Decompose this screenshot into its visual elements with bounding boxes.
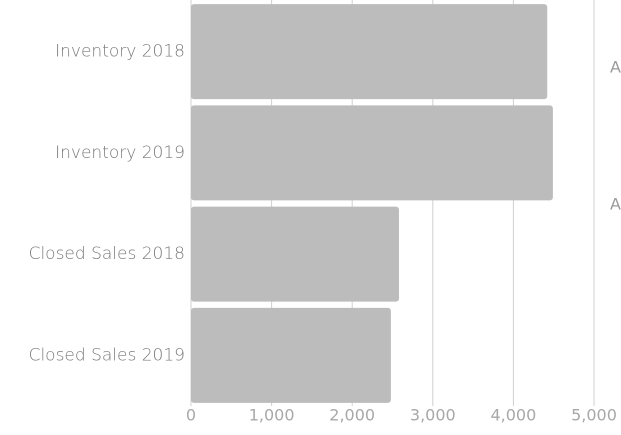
- x-tick-label: 3,000: [410, 406, 456, 425]
- bar: [191, 4, 548, 100]
- bar: [191, 307, 391, 403]
- y-tick-label: Inventory 2018: [55, 42, 185, 62]
- annotation: A: [610, 195, 621, 214]
- y-tick-label: Closed Sales 2019: [29, 345, 185, 365]
- x-tick-label: 1,000: [249, 406, 295, 425]
- y-tick-label: Inventory 2019: [55, 143, 185, 163]
- bar: [191, 105, 553, 201]
- bar: [191, 206, 399, 302]
- x-tick-label: 0: [186, 406, 196, 425]
- x-tick-label: 4,000: [490, 406, 536, 425]
- annotation: A: [610, 58, 621, 77]
- y-tick-label: Closed Sales 2018: [29, 244, 185, 264]
- x-tick-label: 5,000: [571, 406, 617, 425]
- x-tick-label: 2,000: [329, 406, 375, 425]
